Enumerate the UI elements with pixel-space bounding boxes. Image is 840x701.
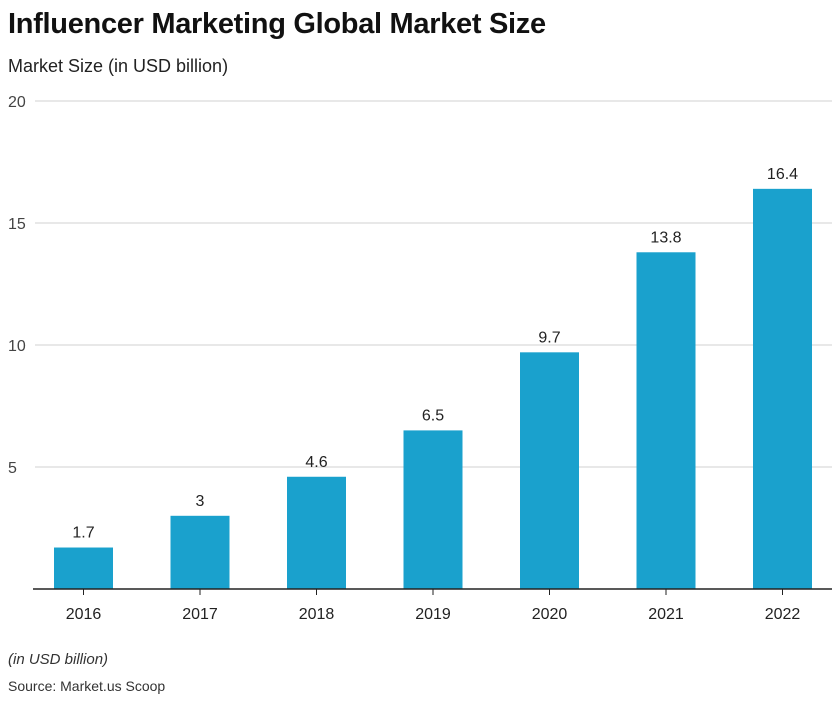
data-label: 1.7 [72, 525, 94, 542]
x-tick-label: 2020 [532, 606, 568, 623]
x-tick-label: 2016 [66, 606, 102, 623]
y-tick-label: 5 [8, 460, 17, 477]
data-label: 4.6 [305, 454, 327, 471]
source-note: Source: Market.us Scoop [8, 678, 166, 694]
data-label: 6.5 [422, 407, 444, 424]
bar [520, 352, 579, 589]
data-label: 16.4 [767, 166, 798, 183]
x-tick-label: 2018 [299, 606, 335, 623]
bar [287, 476, 346, 589]
data-label: 3 [196, 493, 205, 510]
data-label: 9.7 [538, 329, 560, 346]
unit-note: (in USD billion) [8, 651, 109, 668]
bar [170, 515, 230, 589]
y-tick-label: 15 [8, 216, 26, 233]
y-tick-label: 20 [8, 94, 26, 111]
y-tick-label: 10 [8, 338, 26, 355]
bar [753, 188, 812, 589]
bar [403, 430, 463, 589]
chart-title: Influencer Marketing Global Market Size [8, 8, 546, 40]
bar-chart: 5 10 15 20 1.7 2016 3 2017 4.6 2018 6.5 2019 9.7 2020… [8, 94, 832, 623]
data-label: 13.8 [650, 229, 681, 246]
bar [636, 252, 696, 589]
x-tick-label: 2021 [648, 606, 684, 623]
x-tick-label: 2022 [765, 606, 801, 623]
bar [54, 547, 113, 589]
x-tick-label: 2019 [415, 606, 451, 623]
x-tick-label: 2017 [182, 606, 218, 623]
chart-subtitle: Market Size (in USD billion) [8, 56, 229, 76]
